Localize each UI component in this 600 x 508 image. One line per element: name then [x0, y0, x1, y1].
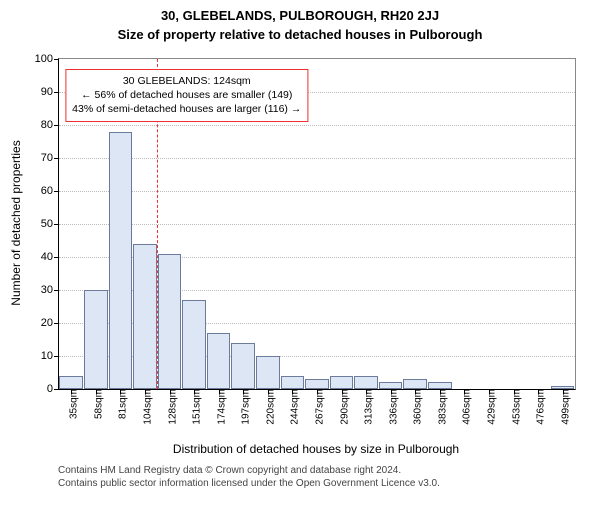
- y-axis-label: Number of detached properties: [9, 140, 23, 305]
- xtick-label: 197sqm: [235, 389, 252, 425]
- gridline: [59, 125, 575, 126]
- histogram-bar: [354, 376, 378, 389]
- xtick-label: 244sqm: [284, 389, 301, 425]
- gridline: [59, 224, 575, 225]
- histogram-bar: [133, 244, 157, 389]
- xtick-label: 453sqm: [505, 389, 522, 425]
- gridline: [59, 158, 575, 159]
- x-axis-label: Distribution of detached houses by size …: [173, 442, 459, 456]
- xtick-label: 151sqm: [186, 389, 203, 425]
- ytick-label: 80: [41, 119, 59, 131]
- xtick-label: 290sqm: [333, 389, 350, 425]
- title-line-1: 30, GLEBELANDS, PULBOROUGH, RH20 2JJ: [0, 8, 600, 25]
- histogram-bar: [379, 382, 403, 389]
- footer-line-2: Contains public sector information licen…: [58, 477, 440, 490]
- xtick-label: 128sqm: [161, 389, 178, 425]
- histogram-bar: [231, 343, 255, 389]
- title-line-2: Size of property relative to detached ho…: [0, 27, 600, 44]
- histogram-bar: [84, 290, 108, 389]
- xtick-label: 104sqm: [137, 389, 154, 425]
- xtick-label: 81sqm: [112, 389, 129, 419]
- gridline: [59, 191, 575, 192]
- ytick-label: 60: [41, 185, 59, 197]
- histogram-bar: [305, 379, 329, 389]
- xtick-label: 58sqm: [87, 389, 104, 419]
- xtick-label: 35sqm: [63, 389, 80, 419]
- ytick-label: 50: [41, 218, 59, 230]
- xtick-label: 267sqm: [309, 389, 326, 425]
- xtick-label: 499sqm: [554, 389, 571, 425]
- xtick-label: 174sqm: [210, 389, 227, 425]
- histogram-bar: [256, 356, 280, 389]
- histogram-bar: [158, 254, 182, 389]
- chart-container: 30, GLEBELANDS, PULBOROUGH, RH20 2JJ Siz…: [0, 8, 600, 508]
- histogram-bar: [428, 382, 452, 389]
- histogram-bar: [403, 379, 427, 389]
- ytick-label: 100: [35, 53, 59, 65]
- histogram-bar: [59, 376, 83, 389]
- annotation-line: 30 GLEBELANDS: 124sqm: [72, 74, 301, 88]
- xtick-label: 313sqm: [358, 389, 375, 425]
- xtick-label: 220sqm: [259, 389, 276, 425]
- ytick-label: 40: [41, 251, 59, 263]
- histogram-bar: [182, 300, 206, 389]
- histogram-bar: [330, 376, 354, 389]
- annotation-line: 43% of semi-detached houses are larger (…: [72, 102, 301, 116]
- ytick-label: 30: [41, 284, 59, 296]
- ytick-label: 90: [41, 86, 59, 98]
- xtick-label: 336sqm: [382, 389, 399, 425]
- annotation-line: ← 56% of detached houses are smaller (14…: [72, 88, 301, 102]
- plot-area: 010203040506070809010035sqm58sqm81sqm104…: [58, 58, 576, 390]
- ytick-label: 0: [47, 383, 59, 395]
- histogram-bar: [109, 132, 133, 389]
- ytick-label: 10: [41, 350, 59, 362]
- footer-attribution: Contains HM Land Registry data © Crown c…: [58, 464, 440, 490]
- footer-line-1: Contains HM Land Registry data © Crown c…: [58, 464, 440, 477]
- xtick-label: 406sqm: [456, 389, 473, 425]
- xtick-label: 429sqm: [481, 389, 498, 425]
- histogram-bar: [207, 333, 231, 389]
- xtick-label: 476sqm: [530, 389, 547, 425]
- histogram-bar: [281, 376, 305, 389]
- xtick-label: 360sqm: [407, 389, 424, 425]
- ytick-label: 70: [41, 152, 59, 164]
- annotation-box: 30 GLEBELANDS: 124sqm← 56% of detached h…: [65, 69, 308, 122]
- xtick-label: 383sqm: [431, 389, 448, 425]
- ytick-label: 20: [41, 317, 59, 329]
